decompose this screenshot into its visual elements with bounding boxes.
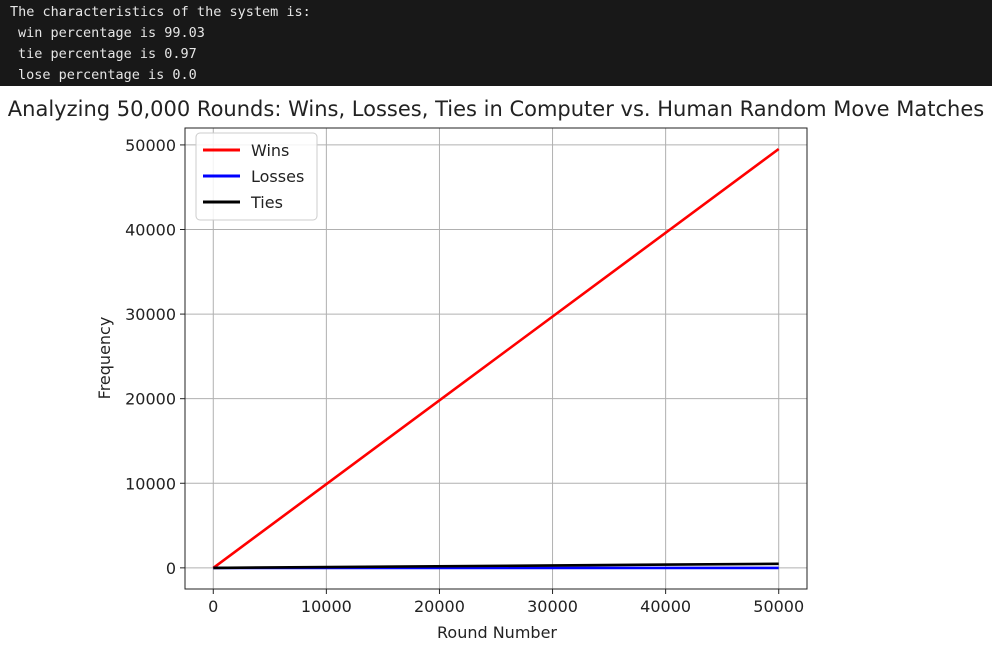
axis-ticks: 0 10000 20000 30000 40000 50000 0 10000 20000 300… <box>125 136 804 616</box>
console-line: win percentage is 99.03 <box>18 25 205 41</box>
legend-label-wins: Wins <box>251 141 289 160</box>
y-tick-label: 50000 <box>125 136 176 155</box>
x-tick-label: 20000 <box>414 597 465 616</box>
console-line: lose percentage is 0.0 <box>18 67 197 83</box>
chart-title: Analyzing 50,000 Rounds: Wins, Losses, T… <box>8 97 984 121</box>
x-tick-label: 50000 <box>753 597 804 616</box>
console-line: tie percentage is 0.97 <box>18 46 197 62</box>
y-tick-label: 40000 <box>125 221 176 240</box>
x-tick-label: 10000 <box>301 597 352 616</box>
line-chart: Analyzing 50,000 Rounds: Wins, Losses, T… <box>8 97 984 642</box>
axes-frame <box>184 127 808 590</box>
series-line-wins <box>212 147 780 569</box>
legend-box <box>195 132 318 221</box>
y-tick-label: 0 <box>166 559 176 578</box>
y-tick-label: 20000 <box>125 390 176 409</box>
chart-legend: Wins Losses Ties <box>195 132 318 221</box>
legend-label-losses: Losses <box>251 167 304 186</box>
y-tick-label: 10000 <box>125 474 176 493</box>
console-line: The characteristics of the system is: <box>10 4 311 20</box>
x-tick-label: 0 <box>208 597 218 616</box>
series-lines <box>212 147 780 570</box>
y-axis-label: Frequency <box>95 317 114 400</box>
x-tick-label: 40000 <box>640 597 691 616</box>
series-line-ties <box>213 562 779 570</box>
legend-label-ties: Ties <box>250 193 283 212</box>
plot-output: Analyzing 50,000 Rounds: Wins, Losses, T… <box>0 86 992 653</box>
x-tick-label: 30000 <box>527 597 578 616</box>
y-tick-label: 30000 <box>125 305 176 324</box>
x-axis-label: Round Number <box>437 623 557 642</box>
console-output: The characteristics of the system is: wi… <box>0 0 992 86</box>
